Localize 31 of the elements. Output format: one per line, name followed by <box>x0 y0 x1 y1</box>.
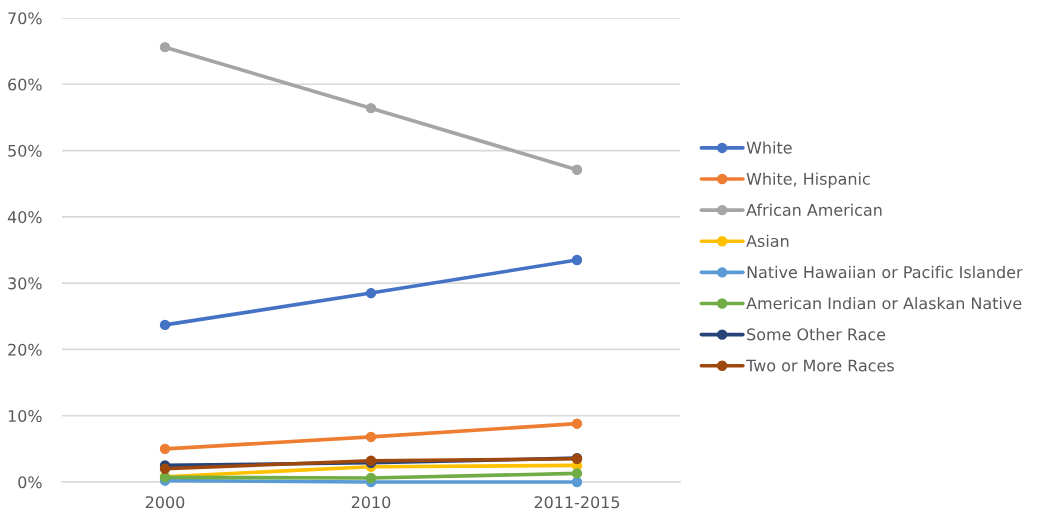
y-tick-label: 50% <box>8 144 42 157</box>
legend-label: American Indian or Alaskan Native <box>746 296 1022 310</box>
y-tick-label: 20% <box>8 343 42 356</box>
point <box>365 102 377 114</box>
legend-label: African American <box>746 203 882 216</box>
point <box>365 472 377 484</box>
legend-label: Asian <box>746 234 789 248</box>
x-tick-label: 2011-2015 <box>534 496 620 509</box>
legend-label: White, Hispanic <box>746 172 870 188</box>
point <box>571 468 583 479</box>
y-tick-label: 70% <box>8 12 42 25</box>
point <box>159 319 171 331</box>
point <box>159 41 171 53</box>
y-tick-label: 30% <box>8 277 42 290</box>
x-tick-label: 2000 <box>145 496 185 509</box>
x-tick-label: 2010 <box>351 496 391 509</box>
y-tick-label: 40% <box>7 211 42 224</box>
point <box>571 476 583 488</box>
legend-label: White <box>746 141 792 154</box>
point <box>365 431 377 443</box>
point <box>365 287 377 299</box>
y-tick-label: 60% <box>8 78 42 91</box>
point <box>571 418 583 429</box>
legend-label: Some Other Race <box>747 328 886 341</box>
point <box>571 164 583 176</box>
y-tick-label: 10% <box>8 409 42 423</box>
point <box>159 443 171 455</box>
legend-label: Two or More Races <box>746 359 894 372</box>
legend-label: Native Hawaiian or Pacific Islander <box>747 265 1023 279</box>
y-tick-label: 0% <box>18 476 42 489</box>
point <box>571 254 583 266</box>
